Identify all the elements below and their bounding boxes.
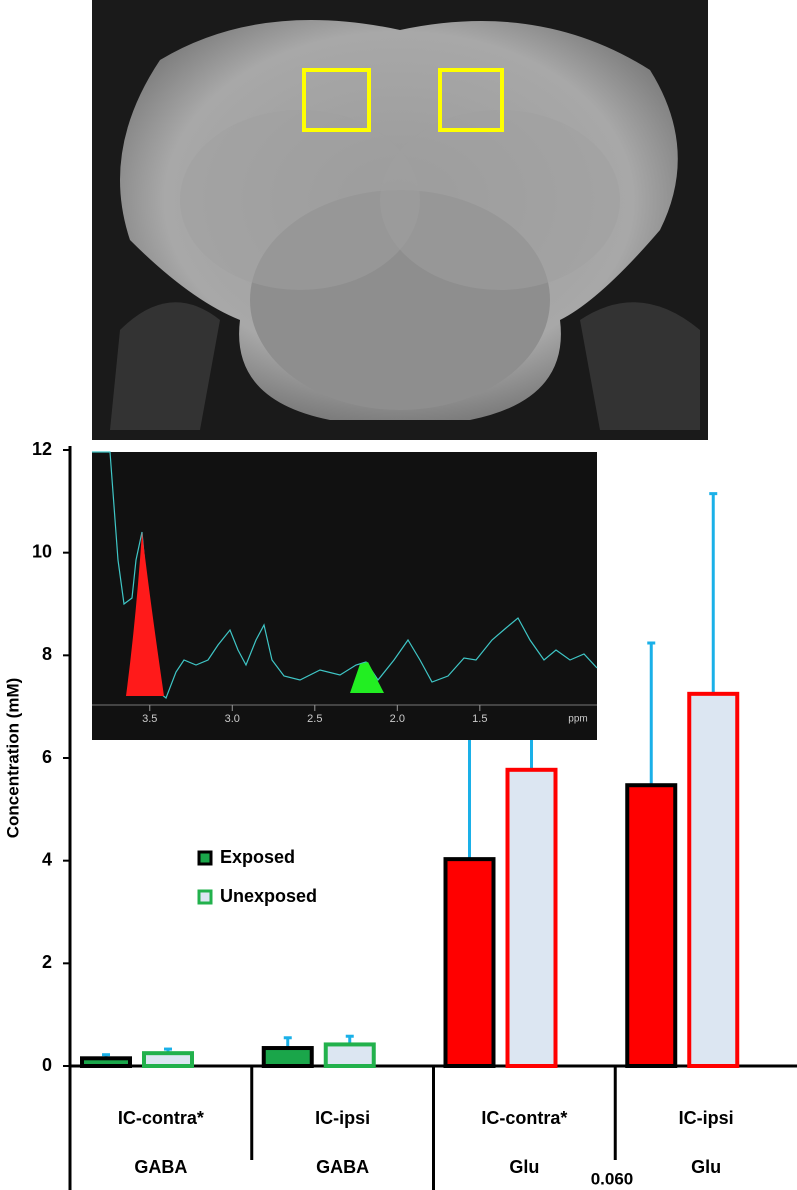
mri-image	[92, 0, 708, 440]
x-group-label: GABA	[316, 1157, 369, 1177]
inset-unit: ppm	[568, 714, 587, 725]
x-tick-label: IC-contra*	[481, 1108, 567, 1128]
x-group-label: GABA	[134, 1157, 187, 1177]
bar	[142, 1051, 194, 1068]
y-tick-label: 4	[42, 849, 52, 869]
bar	[443, 857, 496, 1068]
y-tick-label: 8	[42, 644, 52, 664]
inset-tick-label: 2.0	[390, 713, 405, 725]
inset-tick-label: 3.0	[225, 713, 240, 725]
y-tick-label: 6	[42, 747, 52, 767]
y-tick-label: 12	[32, 439, 52, 459]
inset-spectrum: 3.5 3.0 2.5 2.0 1.5 ppm	[92, 451, 598, 740]
annotation: 0.060	[591, 1169, 634, 1188]
x-tick-label: IC-contra*	[118, 1108, 204, 1128]
x-tick-label: IC-ipsi	[679, 1108, 734, 1128]
y-tick-label: 0	[42, 1055, 52, 1075]
bar	[687, 691, 740, 1068]
x-group-label: Glu	[691, 1157, 721, 1177]
y-axis-label: Concentration (mM)	[3, 678, 22, 839]
x-group-label: Glu	[509, 1157, 539, 1177]
bar	[505, 767, 558, 1068]
x-tick-label: IC-ipsi	[315, 1108, 370, 1128]
inset-tick-label: 3.5	[142, 713, 157, 725]
bar	[323, 1042, 376, 1068]
legend-swatch	[197, 850, 213, 866]
inset-tick-label: 1.5	[472, 713, 487, 725]
bar	[80, 1056, 132, 1069]
bar	[261, 1046, 314, 1068]
bar	[625, 783, 678, 1068]
plot: 0 2 4 6 8 10 12 Concentration (mM) IC-contra* GAB…	[3, 439, 797, 1190]
y-tick-label: 2	[42, 952, 52, 972]
legend-swatch	[197, 889, 213, 905]
y-tick-label: 10	[32, 541, 52, 561]
inset-tick-label: 2.5	[307, 713, 322, 725]
legend-label: Unexposed	[220, 886, 317, 906]
legend-label: Exposed	[220, 847, 295, 867]
